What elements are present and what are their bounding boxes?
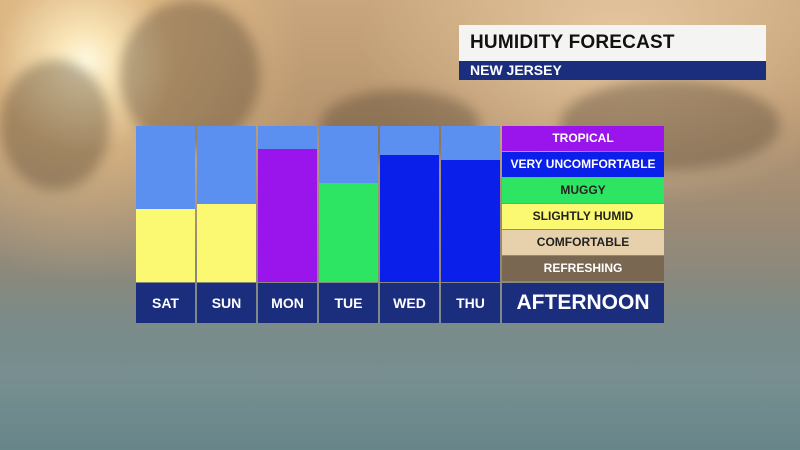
day-label-sun: SUN [197,283,256,323]
afternoon-label: AFTERNOON [502,283,664,323]
humidity-bar-chart [136,126,501,282]
humidity-bar-wed [380,155,439,282]
humidity-bar-sun [197,204,256,282]
legend-comfortable: COMFORTABLE [502,230,664,255]
chart-title: HUMIDITY FORECAST [459,25,766,61]
day-label-mon: MON [258,283,317,323]
humidity-bar-sat [136,209,195,282]
legend-tropical: TROPICAL [502,126,664,151]
chart-subtitle: NEW JERSEY [459,61,766,80]
day-label-thu: THU [441,283,500,323]
background-tree [0,60,110,190]
day-column-mon [258,126,317,282]
background-tree [120,0,260,150]
day-column-tue [319,126,378,282]
day-column-thu [441,126,500,282]
legend-very-uncomfortable: VERY UNCOMFORTABLE [502,152,664,177]
day-label-sat: SAT [136,283,195,323]
day-label-wed: WED [380,283,439,323]
day-column-sun [197,126,256,282]
day-column-wed [380,126,439,282]
humidity-bar-thu [441,160,500,282]
day-column-sat [136,126,195,282]
day-labels: SAT SUN MON TUE WED THU [136,283,501,323]
day-label-tue: TUE [319,283,378,323]
legend-muggy: MUGGY [502,178,664,203]
legend-refreshing: REFRESHING [502,256,664,281]
humidity-bar-mon [258,149,317,282]
humidity-bar-tue [319,183,378,282]
legend-slightly-humid: SLIGHTLY HUMID [502,204,664,229]
